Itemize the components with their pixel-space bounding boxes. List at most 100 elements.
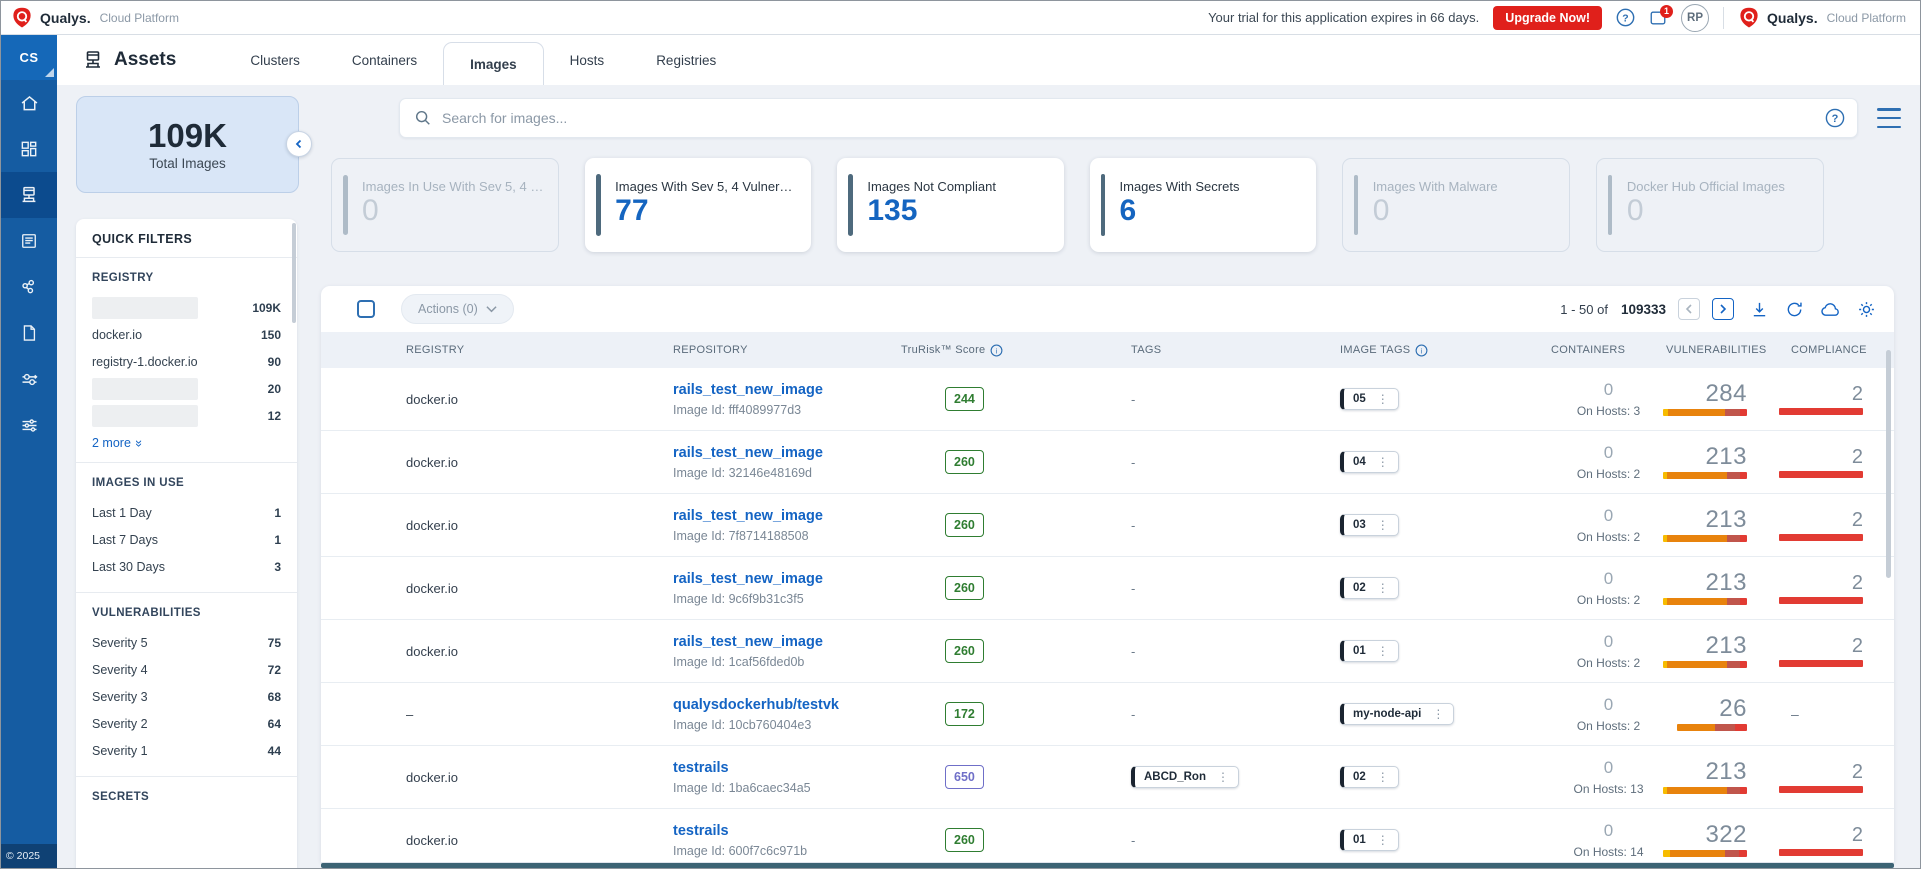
stat-card[interactable]: Images Not Compliant 135 <box>837 158 1063 252</box>
cloud-icon[interactable] <box>1820 300 1841 319</box>
more-link[interactable]: 2 more» <box>92 435 281 450</box>
kebab-menu-icon[interactable]: ⋮ <box>1217 771 1229 783</box>
cell-vulnerabilities[interactable]: 213 <box>1666 508 1791 542</box>
help-icon[interactable]: ? <box>1616 8 1635 27</box>
filter-item[interactable]: Last 30 Days 3 <box>92 553 281 580</box>
search-help-icon[interactable]: ? <box>1825 108 1845 128</box>
horizontal-scrollbar[interactable] <box>321 863 1894 868</box>
info-icon[interactable]: i <box>990 344 1003 357</box>
next-page-button[interactable] <box>1712 298 1734 320</box>
sidebar-item-reports[interactable] <box>1 218 57 264</box>
tag-chip[interactable]: ABCD_Ron⋮ <box>1131 766 1239 788</box>
table-row[interactable]: docker.io testrails Image Id: 600f7c6c97… <box>321 809 1894 862</box>
kebab-menu-icon[interactable]: ⋮ <box>1377 771 1389 783</box>
cell-vulnerabilities[interactable]: 213 <box>1666 445 1791 479</box>
filter-item[interactable]: 12 <box>92 402 281 429</box>
filter-item[interactable]: Last 1 Day 1 <box>92 499 281 526</box>
repository-link[interactable]: qualysdockerhub/testvk <box>673 697 839 713</box>
cell-vulnerabilities[interactable]: 26 <box>1666 697 1791 731</box>
repository-link[interactable]: rails_test_new_image <box>673 382 823 398</box>
cell-vulnerabilities[interactable]: 213 <box>1666 760 1791 794</box>
cell-vulnerabilities[interactable]: 213 <box>1666 634 1791 668</box>
stat-card[interactable]: Docker Hub Official Images 0 <box>1596 158 1824 252</box>
kebab-menu-icon[interactable]: ⋮ <box>1377 456 1389 468</box>
cell-compliance[interactable]: 2 <box>1791 510 1894 541</box>
tab-images[interactable]: Images <box>443 42 544 85</box>
image-tag-chip[interactable]: 02⋮ <box>1340 577 1399 599</box>
notifications-icon[interactable]: 1 <box>1649 9 1667 27</box>
cell-vulnerabilities[interactable]: 322 <box>1666 823 1791 857</box>
sidebar-item-configurations[interactable] <box>1 402 57 448</box>
table-row[interactable]: docker.io rails_test_new_image Image Id:… <box>321 431 1894 494</box>
repository-link[interactable]: rails_test_new_image <box>673 634 823 650</box>
sidebar-item-home[interactable] <box>1 80 57 126</box>
image-tag-chip[interactable]: 01⋮ <box>1340 640 1399 662</box>
filter-item[interactable]: registry-1.docker.io 90 <box>92 348 281 375</box>
filter-item[interactable]: Severity 5 75 <box>92 629 281 656</box>
table-row[interactable]: docker.io testrails Image Id: 1ba6caec34… <box>321 746 1894 809</box>
kebab-menu-icon[interactable]: ⋮ <box>1377 834 1389 846</box>
stat-card[interactable]: Images With Sev 5, 4 Vulner… 77 <box>585 158 811 252</box>
cell-compliance[interactable]: 2 <box>1791 636 1894 667</box>
table-row[interactable]: docker.io rails_test_new_image Image Id:… <box>321 620 1894 683</box>
filter-item[interactable]: Last 7 Days 1 <box>92 526 281 553</box>
tab-registries[interactable]: Registries <box>630 35 742 85</box>
table-row[interactable]: docker.io rails_test_new_image Image Id:… <box>321 368 1894 431</box>
stat-card[interactable]: Images With Malware 0 <box>1342 158 1570 252</box>
repository-link[interactable]: rails_test_new_image <box>673 508 823 524</box>
kebab-menu-icon[interactable]: ⋮ <box>1377 393 1389 405</box>
sidebar-item-assets[interactable] <box>1 172 57 218</box>
cell-compliance[interactable]: 2 <box>1791 573 1894 604</box>
tab-containers[interactable]: Containers <box>326 35 443 85</box>
sidebar-item-pipeline[interactable] <box>1 356 57 402</box>
info-icon[interactable]: i <box>1415 344 1428 357</box>
image-tag-chip[interactable]: 04⋮ <box>1340 451 1399 473</box>
filter-item[interactable]: Severity 3 68 <box>92 683 281 710</box>
kebab-menu-icon[interactable]: ⋮ <box>1377 519 1389 531</box>
filter-item[interactable]: Severity 4 72 <box>92 656 281 683</box>
actions-dropdown[interactable]: Actions (0) <box>401 294 514 324</box>
filter-item[interactable]: Severity 1 44 <box>92 737 281 764</box>
filter-item[interactable]: 20 <box>92 375 281 402</box>
cell-compliance[interactable]: – <box>1791 706 1894 722</box>
settings-gear-icon[interactable] <box>1857 300 1876 319</box>
user-avatar[interactable]: RP <box>1681 4 1709 32</box>
cell-compliance[interactable]: 2 <box>1791 384 1894 415</box>
image-tag-chip[interactable]: 03⋮ <box>1340 514 1399 536</box>
tab-hosts[interactable]: Hosts <box>544 35 631 85</box>
repository-link[interactable]: rails_test_new_image <box>673 445 823 461</box>
prev-page-button[interactable] <box>1678 298 1700 320</box>
filter-item[interactable]: 109K <box>92 294 281 321</box>
table-row[interactable]: docker.io rails_test_new_image Image Id:… <box>321 494 1894 557</box>
filter-item[interactable]: Severity 2 64 <box>92 710 281 737</box>
cell-vulnerabilities[interactable]: 284 <box>1666 382 1791 416</box>
cell-vulnerabilities[interactable]: 213 <box>1666 571 1791 605</box>
menu-icon[interactable] <box>1877 108 1901 128</box>
kebab-menu-icon[interactable]: ⋮ <box>1377 645 1389 657</box>
kebab-menu-icon[interactable]: ⋮ <box>1432 708 1444 720</box>
stat-card[interactable]: Images In Use With Sev 5, 4 … 0 <box>331 158 559 252</box>
cell-compliance[interactable]: 2 <box>1791 762 1894 793</box>
repository-link[interactable]: testrails <box>673 823 729 839</box>
image-tag-chip[interactable]: 05⋮ <box>1340 388 1399 410</box>
table-row[interactable]: – qualysdockerhub/testvk Image Id: 10cb7… <box>321 683 1894 746</box>
sidebar-item-documents[interactable] <box>1 310 57 356</box>
sidebar-item-policies[interactable] <box>1 264 57 310</box>
refresh-icon[interactable] <box>1785 300 1804 319</box>
collapse-panel-button[interactable] <box>286 131 312 157</box>
repository-link[interactable]: rails_test_new_image <box>673 571 823 587</box>
cell-compliance[interactable]: 2 <box>1791 447 1894 478</box>
module-badge-cs[interactable]: CS <box>1 35 57 80</box>
filters-scrollbar[interactable] <box>292 223 296 323</box>
filter-item[interactable]: docker.io 150 <box>92 321 281 348</box>
table-row[interactable]: docker.io rails_test_new_image Image Id:… <box>321 557 1894 620</box>
upgrade-now-button[interactable]: Upgrade Now! <box>1493 6 1602 30</box>
cell-compliance[interactable]: 2 <box>1791 825 1894 856</box>
select-all-checkbox[interactable] <box>357 300 375 318</box>
image-tag-chip[interactable]: my-node-api⋮ <box>1340 703 1454 725</box>
download-icon[interactable] <box>1750 300 1769 319</box>
kebab-menu-icon[interactable]: ⋮ <box>1377 582 1389 594</box>
search-input[interactable] <box>442 110 1825 126</box>
table-scrollbar[interactable] <box>1886 350 1891 578</box>
sidebar-item-dashboard[interactable] <box>1 126 57 172</box>
